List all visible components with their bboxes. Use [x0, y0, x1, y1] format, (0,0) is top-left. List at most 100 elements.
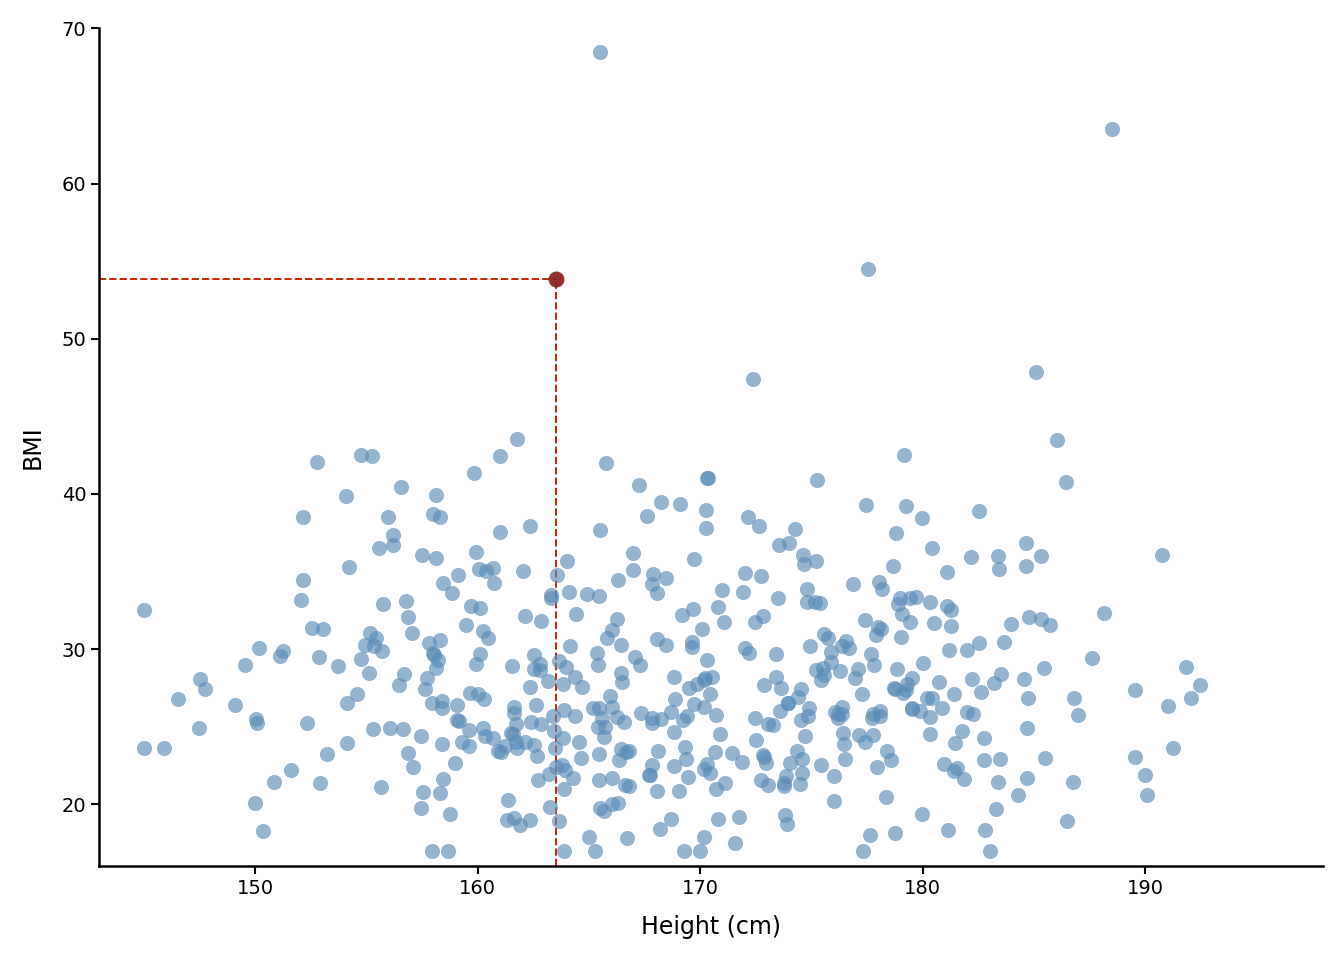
Point	[899, 590, 921, 606]
Point	[668, 783, 689, 799]
Point	[1124, 683, 1145, 698]
Point	[1030, 548, 1051, 564]
Point	[418, 636, 439, 651]
Point	[797, 708, 818, 724]
Point	[797, 581, 818, 596]
Point	[566, 607, 587, 622]
Point	[785, 521, 806, 537]
Point	[378, 510, 399, 525]
Point	[866, 627, 887, 642]
Point	[650, 494, 672, 510]
Point	[616, 744, 637, 759]
Point	[871, 621, 892, 636]
Point	[750, 772, 771, 787]
Point	[774, 779, 796, 794]
Point	[422, 645, 444, 660]
Point	[1016, 558, 1038, 573]
Point	[789, 776, 810, 791]
Point	[273, 644, 294, 660]
Point	[1134, 768, 1156, 783]
Point	[823, 794, 844, 809]
Point	[640, 767, 661, 782]
Point	[663, 758, 684, 774]
Point	[587, 588, 609, 604]
Point	[622, 563, 644, 578]
Point	[473, 624, 495, 639]
Point	[589, 44, 610, 60]
Point	[538, 766, 559, 781]
Point	[777, 695, 798, 710]
Point	[431, 772, 453, 787]
Point	[1016, 720, 1038, 735]
Point	[855, 734, 876, 750]
Point	[431, 576, 453, 591]
Point	[551, 757, 573, 773]
Point	[790, 765, 812, 780]
Point	[863, 707, 884, 722]
Point	[961, 671, 982, 686]
Point	[1031, 611, 1052, 626]
Point	[683, 552, 704, 567]
Point	[552, 731, 574, 746]
Point	[737, 510, 758, 525]
Point	[544, 272, 566, 287]
Y-axis label: BMI: BMI	[22, 425, 44, 469]
Point	[546, 567, 567, 583]
Point	[269, 648, 290, 663]
Point	[351, 651, 372, 666]
Point	[986, 774, 1008, 789]
Point	[452, 734, 473, 750]
Point	[715, 776, 737, 791]
Point	[392, 721, 414, 736]
Point	[617, 830, 638, 846]
Point	[669, 496, 691, 512]
Point	[1032, 660, 1054, 676]
Point	[1017, 690, 1039, 706]
Point	[505, 716, 527, 732]
Point	[777, 695, 798, 710]
Point	[504, 706, 526, 721]
Point	[390, 479, 411, 494]
Point	[753, 608, 774, 623]
Point	[790, 682, 812, 697]
Point	[606, 612, 628, 627]
Point	[641, 757, 663, 773]
Point	[601, 699, 622, 714]
Point	[402, 758, 423, 774]
Point	[306, 454, 328, 469]
Point	[505, 431, 527, 446]
Point	[425, 488, 446, 503]
Point	[851, 686, 872, 702]
Point	[1062, 775, 1083, 790]
Point	[618, 779, 640, 794]
Point	[570, 750, 591, 765]
Point	[746, 732, 767, 747]
Point	[848, 727, 870, 742]
Point	[867, 759, 888, 775]
Point	[911, 510, 933, 525]
Point	[382, 538, 403, 553]
Point	[919, 709, 941, 725]
Point	[515, 608, 536, 623]
Point	[696, 470, 718, 486]
Point	[454, 617, 476, 633]
Point	[862, 710, 883, 726]
Point	[1175, 660, 1196, 675]
Point	[778, 536, 800, 551]
Point	[292, 572, 313, 588]
Point	[347, 686, 368, 702]
Point	[530, 662, 551, 678]
Point	[476, 563, 497, 578]
Point	[683, 696, 704, 711]
Point	[564, 669, 586, 684]
Point	[461, 598, 482, 613]
Point	[956, 705, 977, 720]
Point	[692, 699, 714, 714]
Point	[695, 502, 716, 517]
Point	[956, 642, 977, 658]
Point	[883, 681, 905, 696]
Point	[610, 741, 632, 756]
Point	[336, 488, 358, 503]
Point	[437, 843, 458, 858]
Point	[913, 656, 934, 671]
